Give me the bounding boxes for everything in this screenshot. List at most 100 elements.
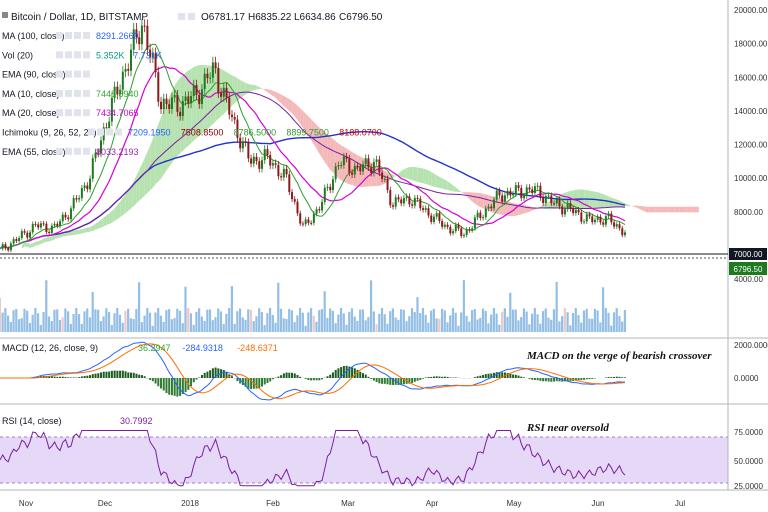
price-axis[interactable]: 20000.00 18000.00 16000.00 14000.00 12000.00… [734, 6, 768, 284]
indicator-name[interactable]: MA (100, close) [2, 31, 65, 41]
candle-body [64, 214, 67, 218]
macd-histogram-bar [86, 375, 89, 378]
volume-bar [157, 308, 160, 332]
indicator-control-icon[interactable] [65, 147, 72, 155]
macd-histogram-bar [422, 378, 425, 379]
indicator-control-icon[interactable] [83, 32, 90, 39]
indicator-control-icon[interactable] [115, 128, 122, 136]
volume-bar [168, 309, 171, 332]
indicator-control-icon[interactable] [74, 89, 81, 97]
macd-histogram-bar [438, 376, 441, 378]
volume-bar [569, 325, 572, 332]
cloud-segment [79, 229, 83, 235]
indicator-control-icon[interactable] [65, 89, 72, 97]
indicator-control-icon[interactable] [65, 32, 72, 39]
volume-bar [15, 309, 18, 332]
cloud-segment [436, 175, 440, 189]
indicator-control-icon[interactable] [56, 51, 63, 59]
collapse-icon[interactable] [2, 12, 8, 18]
time-axis[interactable]: Nov Dec 2018 Feb Mar Apr May Jun Jul [19, 499, 685, 508]
macd-tick-0: 0.0000 [734, 374, 759, 383]
indicator-control-icon[interactable] [106, 128, 113, 136]
indicator-control-icon[interactable] [74, 109, 81, 117]
macd-histogram-bar [321, 378, 324, 380]
volume-bar [61, 317, 64, 332]
candle-body [214, 62, 217, 69]
cloud-segment [46, 237, 50, 242]
candle-body [91, 158, 94, 179]
candle-body [53, 223, 56, 226]
volume-bar [271, 314, 274, 332]
ohlc-close: C6796.50 [339, 12, 383, 23]
volume-bar [350, 308, 354, 332]
indicator-control-icon[interactable] [88, 128, 95, 136]
indicator-name[interactable]: EMA (90, close) [2, 70, 66, 80]
candle-body [108, 121, 111, 129]
indicator-name[interactable]: Ichimoku (9, 26, 52, 26) [2, 128, 97, 138]
indicator-control-icon[interactable] [74, 51, 81, 59]
indicator-control-icon[interactable] [83, 89, 90, 97]
candle-body [484, 208, 487, 218]
indicator-control-icon[interactable] [83, 70, 90, 78]
macd-histogram-bar [170, 378, 173, 396]
candle-body [241, 141, 244, 149]
volume-bar [438, 318, 441, 332]
candle-body [468, 229, 471, 231]
candle-body [140, 25, 143, 45]
indicator-control-icon[interactable] [74, 32, 81, 39]
volume-bar [470, 310, 474, 332]
macd-histogram-bar [574, 378, 577, 381]
candle-body [492, 199, 495, 209]
indicator-control-icon[interactable] [83, 109, 90, 117]
candle-body [9, 243, 12, 251]
indicator-control-icon[interactable] [74, 70, 81, 78]
candle-body [607, 213, 610, 217]
macd-histogram-bar [618, 376, 621, 378]
cloud-segment [24, 242, 28, 248]
macd-histogram-bar [329, 374, 332, 378]
macd-histogram-bar [307, 378, 310, 380]
indicator-name[interactable]: MA (10, close) [2, 89, 60, 99]
indicator-control-icon[interactable] [56, 89, 63, 97]
indicator-control-icon[interactable] [83, 51, 90, 59]
macd-histogram-bar [296, 375, 299, 378]
close-icon[interactable] [188, 13, 195, 20]
candle-body [116, 86, 119, 95]
candle-body [176, 95, 179, 112]
candle-body [615, 224, 618, 227]
cloud-segment [439, 176, 443, 189]
indicator-control-icon[interactable] [56, 32, 63, 39]
indicator-name[interactable]: Vol (20) [2, 50, 33, 60]
cloud-segment [284, 96, 287, 109]
cloud-segment [270, 89, 274, 97]
volume-bar [484, 310, 487, 332]
candle-body [588, 214, 591, 217]
indicator-control-icon[interactable] [65, 70, 72, 78]
indicator-control-icon[interactable] [74, 147, 81, 155]
candle-body [217, 68, 220, 93]
indicator-control-icon[interactable] [56, 70, 63, 78]
macd-histogram-bar [116, 370, 119, 378]
indicator-control-icon[interactable] [97, 128, 104, 136]
indicator-control-icon[interactable] [56, 147, 63, 155]
indicator-control-icon[interactable] [65, 109, 72, 117]
time-tick: Dec [98, 499, 112, 508]
volume-bar [222, 324, 225, 332]
volume-bar [402, 309, 405, 332]
cloud-segment [308, 116, 312, 141]
indicator-control-icon[interactable] [83, 147, 90, 155]
candle-body [285, 168, 288, 175]
indicator-control-icon[interactable] [65, 51, 72, 59]
indicator-name[interactable]: EMA (55, close) [2, 147, 66, 157]
hline-price-label: 7000.00 [734, 250, 763, 259]
candle-body [170, 97, 173, 109]
candle-body [558, 199, 561, 207]
volume-bar [279, 308, 283, 332]
indicator-name[interactable]: MA (20, close) [2, 108, 60, 118]
indicator-control-icon[interactable] [56, 109, 63, 117]
settings-icon[interactable] [178, 13, 185, 20]
candle-body [97, 152, 100, 154]
ohlc-high: H6835.22 [248, 12, 292, 23]
macd-histogram-bar [263, 378, 266, 385]
candle-body [577, 209, 580, 213]
